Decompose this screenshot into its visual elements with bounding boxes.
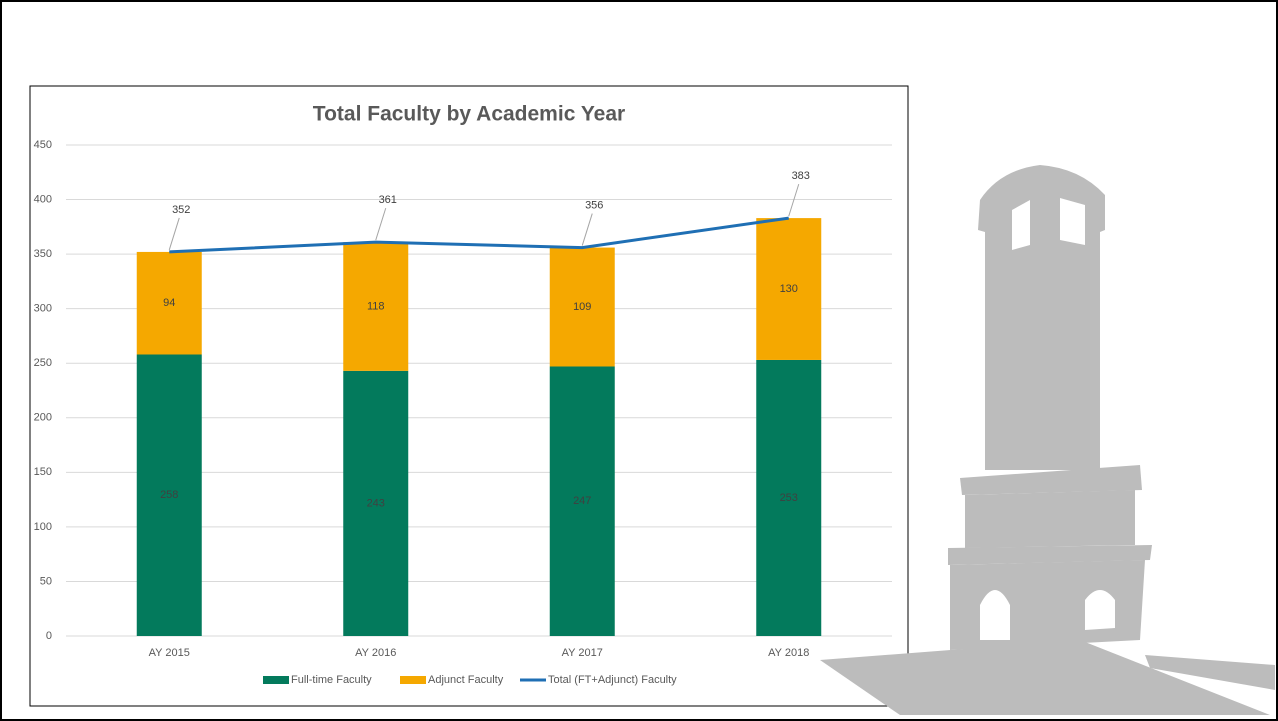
y-tick-label: 100 bbox=[34, 521, 52, 533]
y-tick-label: 400 bbox=[34, 193, 52, 205]
page: Total Faculty by Academic Year 0 50 100 150… bbox=[0, 0, 1278, 721]
tower-base bbox=[950, 560, 1145, 650]
legend-label: Full-time Faculty bbox=[291, 674, 372, 686]
data-label: 383 bbox=[792, 170, 810, 182]
y-tick-label: 200 bbox=[34, 412, 52, 424]
legend-swatch bbox=[263, 676, 289, 684]
legend-swatch bbox=[400, 676, 426, 684]
data-label: 243 bbox=[367, 497, 385, 509]
tower-arch bbox=[1085, 590, 1115, 630]
x-tick-label: AY 2016 bbox=[355, 647, 396, 659]
data-label: 361 bbox=[379, 194, 397, 206]
y-tick-label: 50 bbox=[40, 575, 52, 587]
chart-title: Total Faculty by Academic Year bbox=[313, 103, 625, 126]
x-tick-label: AY 2018 bbox=[768, 647, 809, 659]
data-label: 247 bbox=[573, 495, 591, 507]
tower-window bbox=[1060, 198, 1085, 245]
y-tick-label: 250 bbox=[34, 357, 52, 369]
data-label: 109 bbox=[573, 301, 591, 313]
y-tick-label: 0 bbox=[46, 630, 52, 642]
tower-arch bbox=[980, 590, 1010, 640]
legend-label: Adjunct Faculty bbox=[428, 674, 504, 686]
data-label: 352 bbox=[172, 204, 190, 216]
slide: Total Faculty by Academic Year 0 50 100 150… bbox=[0, 0, 1278, 721]
y-tick-label: 450 bbox=[34, 139, 52, 151]
x-tick-label: AY 2015 bbox=[149, 647, 190, 659]
data-label: 253 bbox=[780, 492, 798, 504]
data-label: 356 bbox=[585, 199, 603, 211]
data-label: 258 bbox=[160, 489, 178, 501]
y-tick-label: 300 bbox=[34, 303, 52, 315]
tower-body bbox=[978, 165, 1105, 470]
data-label: 118 bbox=[367, 300, 385, 312]
tower-middle bbox=[965, 490, 1135, 548]
legend-label: Total (FT+Adjunct) Faculty bbox=[548, 674, 677, 686]
y-tick-label: 150 bbox=[34, 466, 52, 478]
data-label: 130 bbox=[780, 283, 798, 295]
data-label: 94 bbox=[163, 297, 175, 309]
x-tick-label: AY 2017 bbox=[562, 647, 603, 659]
y-tick-label: 350 bbox=[34, 248, 52, 260]
